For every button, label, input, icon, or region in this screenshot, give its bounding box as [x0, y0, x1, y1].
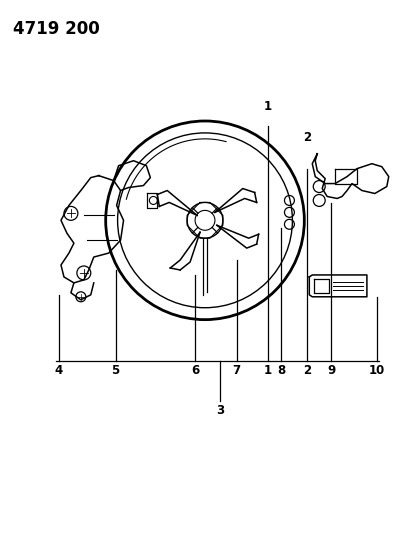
Text: 2: 2	[303, 131, 312, 144]
Text: 2: 2	[303, 365, 312, 377]
Text: 4: 4	[55, 365, 63, 377]
Text: 9: 9	[327, 365, 335, 377]
Text: 5: 5	[111, 365, 120, 377]
Text: 6: 6	[191, 365, 199, 377]
Text: 1: 1	[263, 365, 272, 377]
Text: 3: 3	[216, 404, 224, 417]
Text: 7: 7	[233, 365, 241, 377]
Text: 8: 8	[277, 365, 286, 377]
Text: 1: 1	[263, 100, 272, 113]
Text: 10: 10	[369, 365, 385, 377]
Text: 4719 200: 4719 200	[13, 20, 100, 38]
